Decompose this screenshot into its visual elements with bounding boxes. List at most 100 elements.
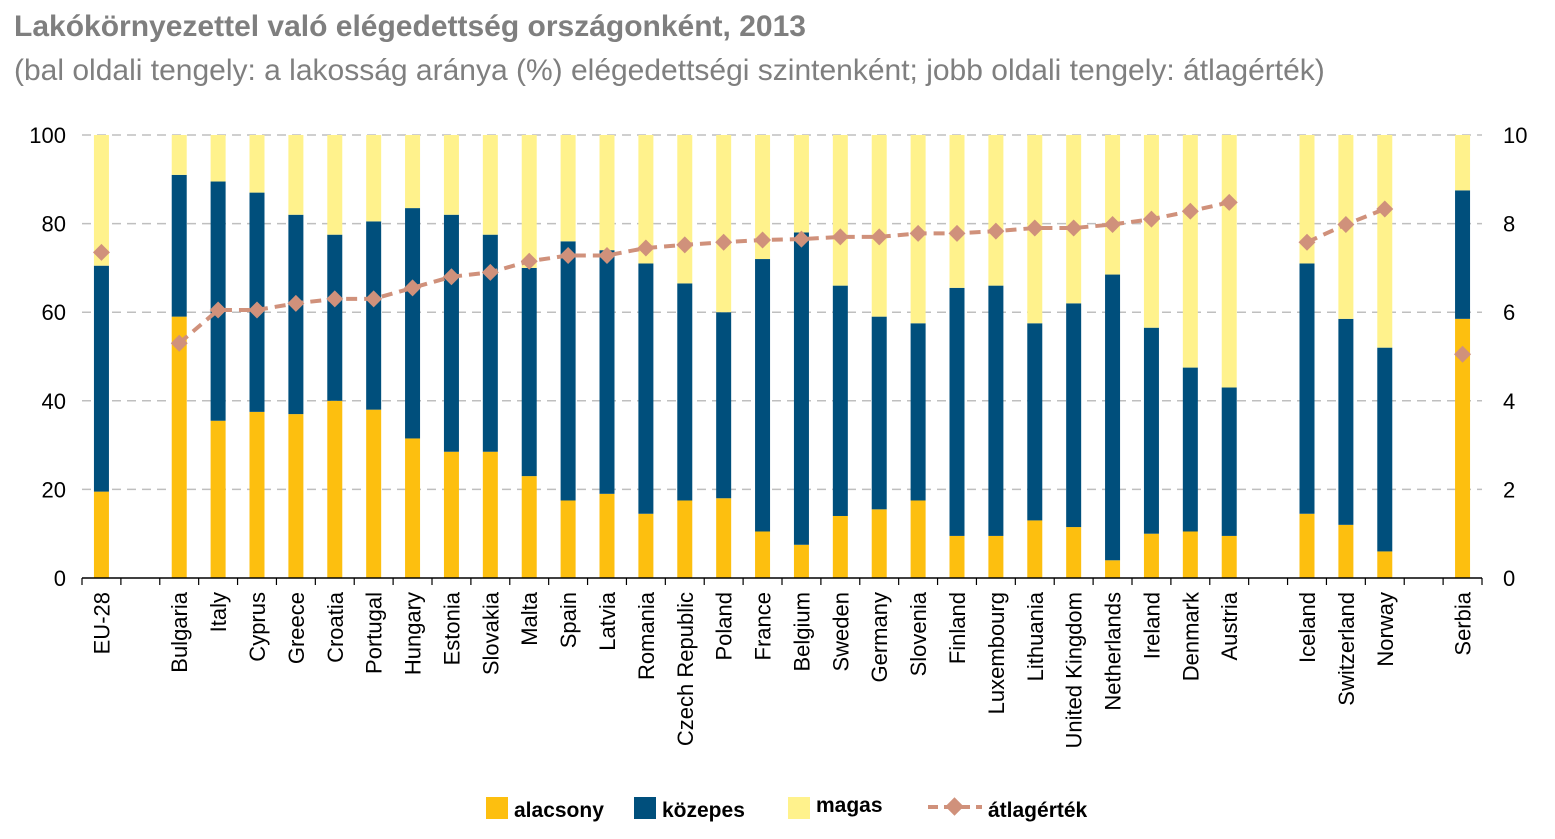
legend-label-magas: magas bbox=[816, 794, 883, 817]
category-labels: EU-28 Bulgaria Italy Cyprus Greece Croatia Por… bbox=[89, 591, 1475, 749]
bar-közepes bbox=[1455, 190, 1471, 319]
bar-alacsony bbox=[599, 493, 615, 578]
average-marker bbox=[792, 230, 810, 248]
bar-alacsony bbox=[1027, 520, 1043, 578]
average-marker bbox=[754, 231, 772, 249]
bar-magas bbox=[1182, 135, 1198, 368]
bar-alacsony bbox=[1182, 531, 1198, 578]
average-marker bbox=[248, 301, 266, 319]
legend: alacsony közepes magas átlagérték bbox=[486, 794, 1088, 822]
category-label: Serbia bbox=[1451, 591, 1476, 655]
bar-közepes bbox=[599, 250, 615, 494]
bar-magas bbox=[677, 135, 693, 284]
category-label: Slovenia bbox=[906, 591, 931, 676]
bar-magas bbox=[1143, 135, 1159, 328]
bar-közepes bbox=[482, 234, 498, 452]
bar-magas bbox=[210, 135, 226, 182]
right-tick-label: 4 bbox=[1503, 389, 1515, 414]
bar-magas bbox=[327, 135, 343, 235]
legend-marker-atlagertek bbox=[945, 797, 964, 816]
average-marker bbox=[520, 252, 538, 270]
bar-alacsony bbox=[521, 476, 537, 578]
bar-közepes bbox=[1105, 274, 1121, 561]
bar-alacsony bbox=[988, 535, 1004, 578]
average-marker bbox=[442, 268, 460, 286]
bar-közepes bbox=[93, 265, 109, 492]
right-tick-label: 10 bbox=[1503, 123, 1527, 148]
bar-alacsony bbox=[1299, 513, 1315, 578]
bar-közepes bbox=[793, 232, 809, 545]
bar-magas bbox=[288, 135, 304, 215]
bar-közepes bbox=[327, 234, 343, 401]
category-label: Italy bbox=[206, 592, 231, 632]
gridlines bbox=[82, 134, 1482, 491]
bar-magas bbox=[560, 135, 576, 242]
bar-magas bbox=[1455, 135, 1471, 191]
average-marker bbox=[326, 290, 344, 308]
bar-alacsony bbox=[1221, 535, 1237, 578]
bar-magas bbox=[1377, 135, 1393, 348]
bar-magas bbox=[716, 135, 732, 313]
bar-közepes bbox=[288, 214, 304, 415]
bar-magas bbox=[832, 135, 848, 286]
legend-label-atlagertek: átlagérték bbox=[988, 799, 1088, 822]
bar-alacsony bbox=[405, 438, 421, 578]
legend-swatch-kozepes bbox=[634, 797, 656, 819]
category-label: Romania bbox=[634, 591, 659, 680]
category-label: Belgium bbox=[789, 592, 814, 671]
bar-közepes bbox=[210, 181, 226, 421]
chart-title: Lakókörnyezettel való elégedettség orszá… bbox=[14, 10, 806, 43]
bar-magas bbox=[171, 135, 187, 175]
bar-alacsony bbox=[1066, 527, 1082, 578]
left-tick-label: 80 bbox=[42, 212, 66, 237]
bar-magas bbox=[366, 135, 382, 222]
bar-alacsony bbox=[171, 316, 187, 578]
average-marker bbox=[365, 290, 383, 308]
category-label: Poland bbox=[712, 592, 737, 661]
category-label: Iceland bbox=[1295, 592, 1320, 663]
bar-közepes bbox=[171, 174, 187, 317]
bar-magas bbox=[93, 135, 109, 266]
bar-közepes bbox=[871, 316, 887, 510]
category-label: Malta bbox=[517, 591, 542, 646]
legend-label-alacsony: alacsony bbox=[514, 799, 604, 822]
bar-magas bbox=[482, 135, 498, 235]
average-marker bbox=[92, 243, 110, 261]
bar-közepes bbox=[1143, 327, 1159, 534]
bar-közepes bbox=[638, 263, 654, 514]
bar-alacsony bbox=[638, 513, 654, 578]
average-marker bbox=[559, 247, 577, 264]
bar-alacsony bbox=[93, 491, 109, 578]
bar-közepes bbox=[1338, 318, 1354, 525]
bar-közepes bbox=[521, 267, 537, 477]
category-label: Switzerland bbox=[1334, 592, 1359, 706]
legend-swatch-alacsony bbox=[486, 797, 508, 819]
bar-alacsony bbox=[1338, 524, 1354, 578]
category-label: Netherlands bbox=[1101, 592, 1126, 711]
bar-magas bbox=[793, 135, 809, 233]
bar-alacsony bbox=[871, 509, 887, 578]
category-label: France bbox=[751, 592, 776, 660]
category-label: Luxembourg bbox=[984, 592, 1009, 714]
category-label: Bulgaria bbox=[167, 591, 192, 672]
bar-alacsony bbox=[443, 451, 459, 578]
category-label: Czech Republic bbox=[673, 592, 698, 746]
bar-alacsony bbox=[249, 411, 265, 578]
right-tick-label: 6 bbox=[1503, 300, 1515, 325]
bar-közepes bbox=[677, 283, 693, 501]
bar-magas bbox=[638, 135, 654, 264]
category-label: Finland bbox=[945, 592, 970, 664]
left-tick-label: 100 bbox=[29, 123, 66, 148]
category-label: Sweden bbox=[828, 592, 853, 672]
bar-alacsony bbox=[949, 535, 965, 578]
bar-magas bbox=[755, 135, 771, 260]
category-label: Norway bbox=[1373, 592, 1398, 667]
bar-alacsony bbox=[1105, 560, 1121, 578]
average-marker bbox=[676, 236, 694, 254]
category-label: Cyprus bbox=[245, 592, 270, 662]
axes bbox=[81, 577, 1483, 585]
bar-alacsony bbox=[1143, 533, 1159, 578]
average-marker bbox=[209, 301, 227, 319]
left-tick-label: 20 bbox=[42, 477, 66, 502]
